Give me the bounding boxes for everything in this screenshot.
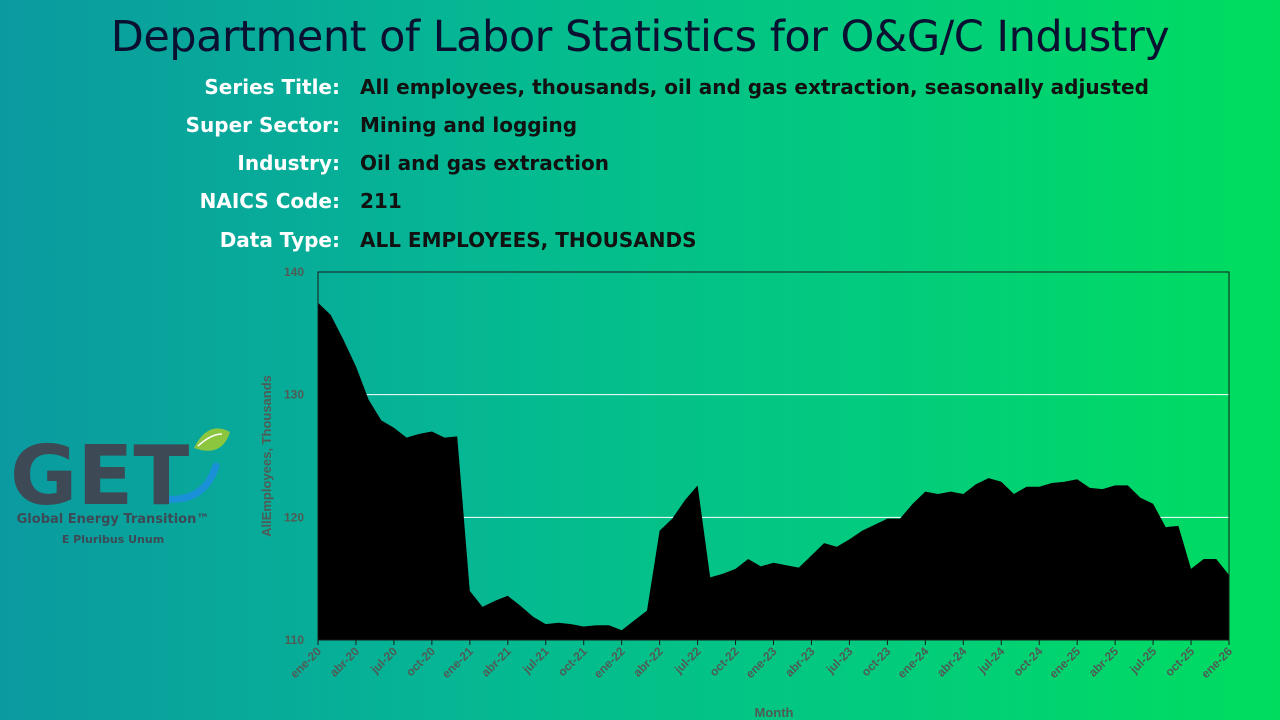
y-tick-label: 130 <box>284 388 304 402</box>
x-tick-label: abr-23 <box>782 644 818 680</box>
x-tick-label: ene-25 <box>1046 644 1083 681</box>
super-sector-value: Mining and logging <box>360 113 578 137</box>
x-tick-label: ene-21 <box>439 644 476 681</box>
logo-letters: GET <box>10 429 189 518</box>
industry-label: Industry: <box>237 151 340 175</box>
x-axis-title: Month <box>755 705 794 720</box>
get-logo-mark: GET <box>10 428 230 524</box>
logo-name: Global Energy Transition™ <box>16 512 210 527</box>
x-tick-label: abr-20 <box>327 644 363 680</box>
x-tick-label: jul-24 <box>975 644 1008 677</box>
naics-code-label: NAICS Code: <box>199 189 340 213</box>
naics-code-value: 211 <box>360 189 402 213</box>
x-tick-label: oct-22 <box>707 644 742 679</box>
y-tick-label: 120 <box>284 510 304 524</box>
y-tick-label: 140 <box>284 265 304 279</box>
x-tick-label: oct-21 <box>555 644 590 679</box>
x-tick-label: abr-24 <box>934 644 970 680</box>
x-tick-label: jul-20 <box>367 644 400 677</box>
x-tick-label: oct-20 <box>403 644 438 679</box>
logo-motto: E Pluribus Unum <box>61 533 165 546</box>
series-title-label: Series Title: <box>204 75 340 99</box>
y-tick-label: 110 <box>285 633 305 647</box>
x-axis-ticks: ene-20 abr-20 jul-20 oct-20 ene-21 abr-21 jul-… <box>287 640 1235 681</box>
x-tick-label: jul-25 <box>1126 644 1159 677</box>
x-tick-label: jul-21 <box>519 644 552 677</box>
x-tick-label: oct-24 <box>1010 644 1045 679</box>
x-tick-label: ene-20 <box>287 644 324 681</box>
series-title-value: All employees, thousands, oil and gas ex… <box>360 75 1149 99</box>
x-tick-label: oct-23 <box>859 644 894 679</box>
get-logo: GET Global Energy Transition™ E Pluribus… <box>8 418 238 553</box>
x-tick-label: ene-23 <box>743 644 780 681</box>
x-tick-label: oct-25 <box>1162 644 1197 679</box>
data-type-value: ALL EMPLOYEES, THOUSANDS <box>360 228 697 252</box>
x-tick-label: jul-23 <box>823 644 856 677</box>
slide-title: Department of Labor Statistics for O&G/C… <box>110 12 1170 62</box>
industry-value: Oil and gas extraction <box>360 151 610 175</box>
x-tick-label: abr-22 <box>630 644 666 680</box>
super-sector-label: Super Sector: <box>185 113 340 137</box>
x-tick-label: ene-22 <box>591 644 628 681</box>
y-axis-ticks: 110 120 130 140 <box>284 265 304 647</box>
x-tick-label: jul-22 <box>671 644 704 677</box>
y-axis-title: AllEmployees, Thousands <box>259 375 274 537</box>
swoosh-icon <box>154 462 220 503</box>
data-type-label: Data Type: <box>219 228 340 252</box>
x-tick-label: ene-24 <box>895 644 932 681</box>
x-tick-label: abr-21 <box>479 644 515 680</box>
x-tick-label: abr-25 <box>1086 644 1122 680</box>
employment-area <box>318 302 1229 640</box>
x-tick-label: ene-26 <box>1198 644 1235 681</box>
